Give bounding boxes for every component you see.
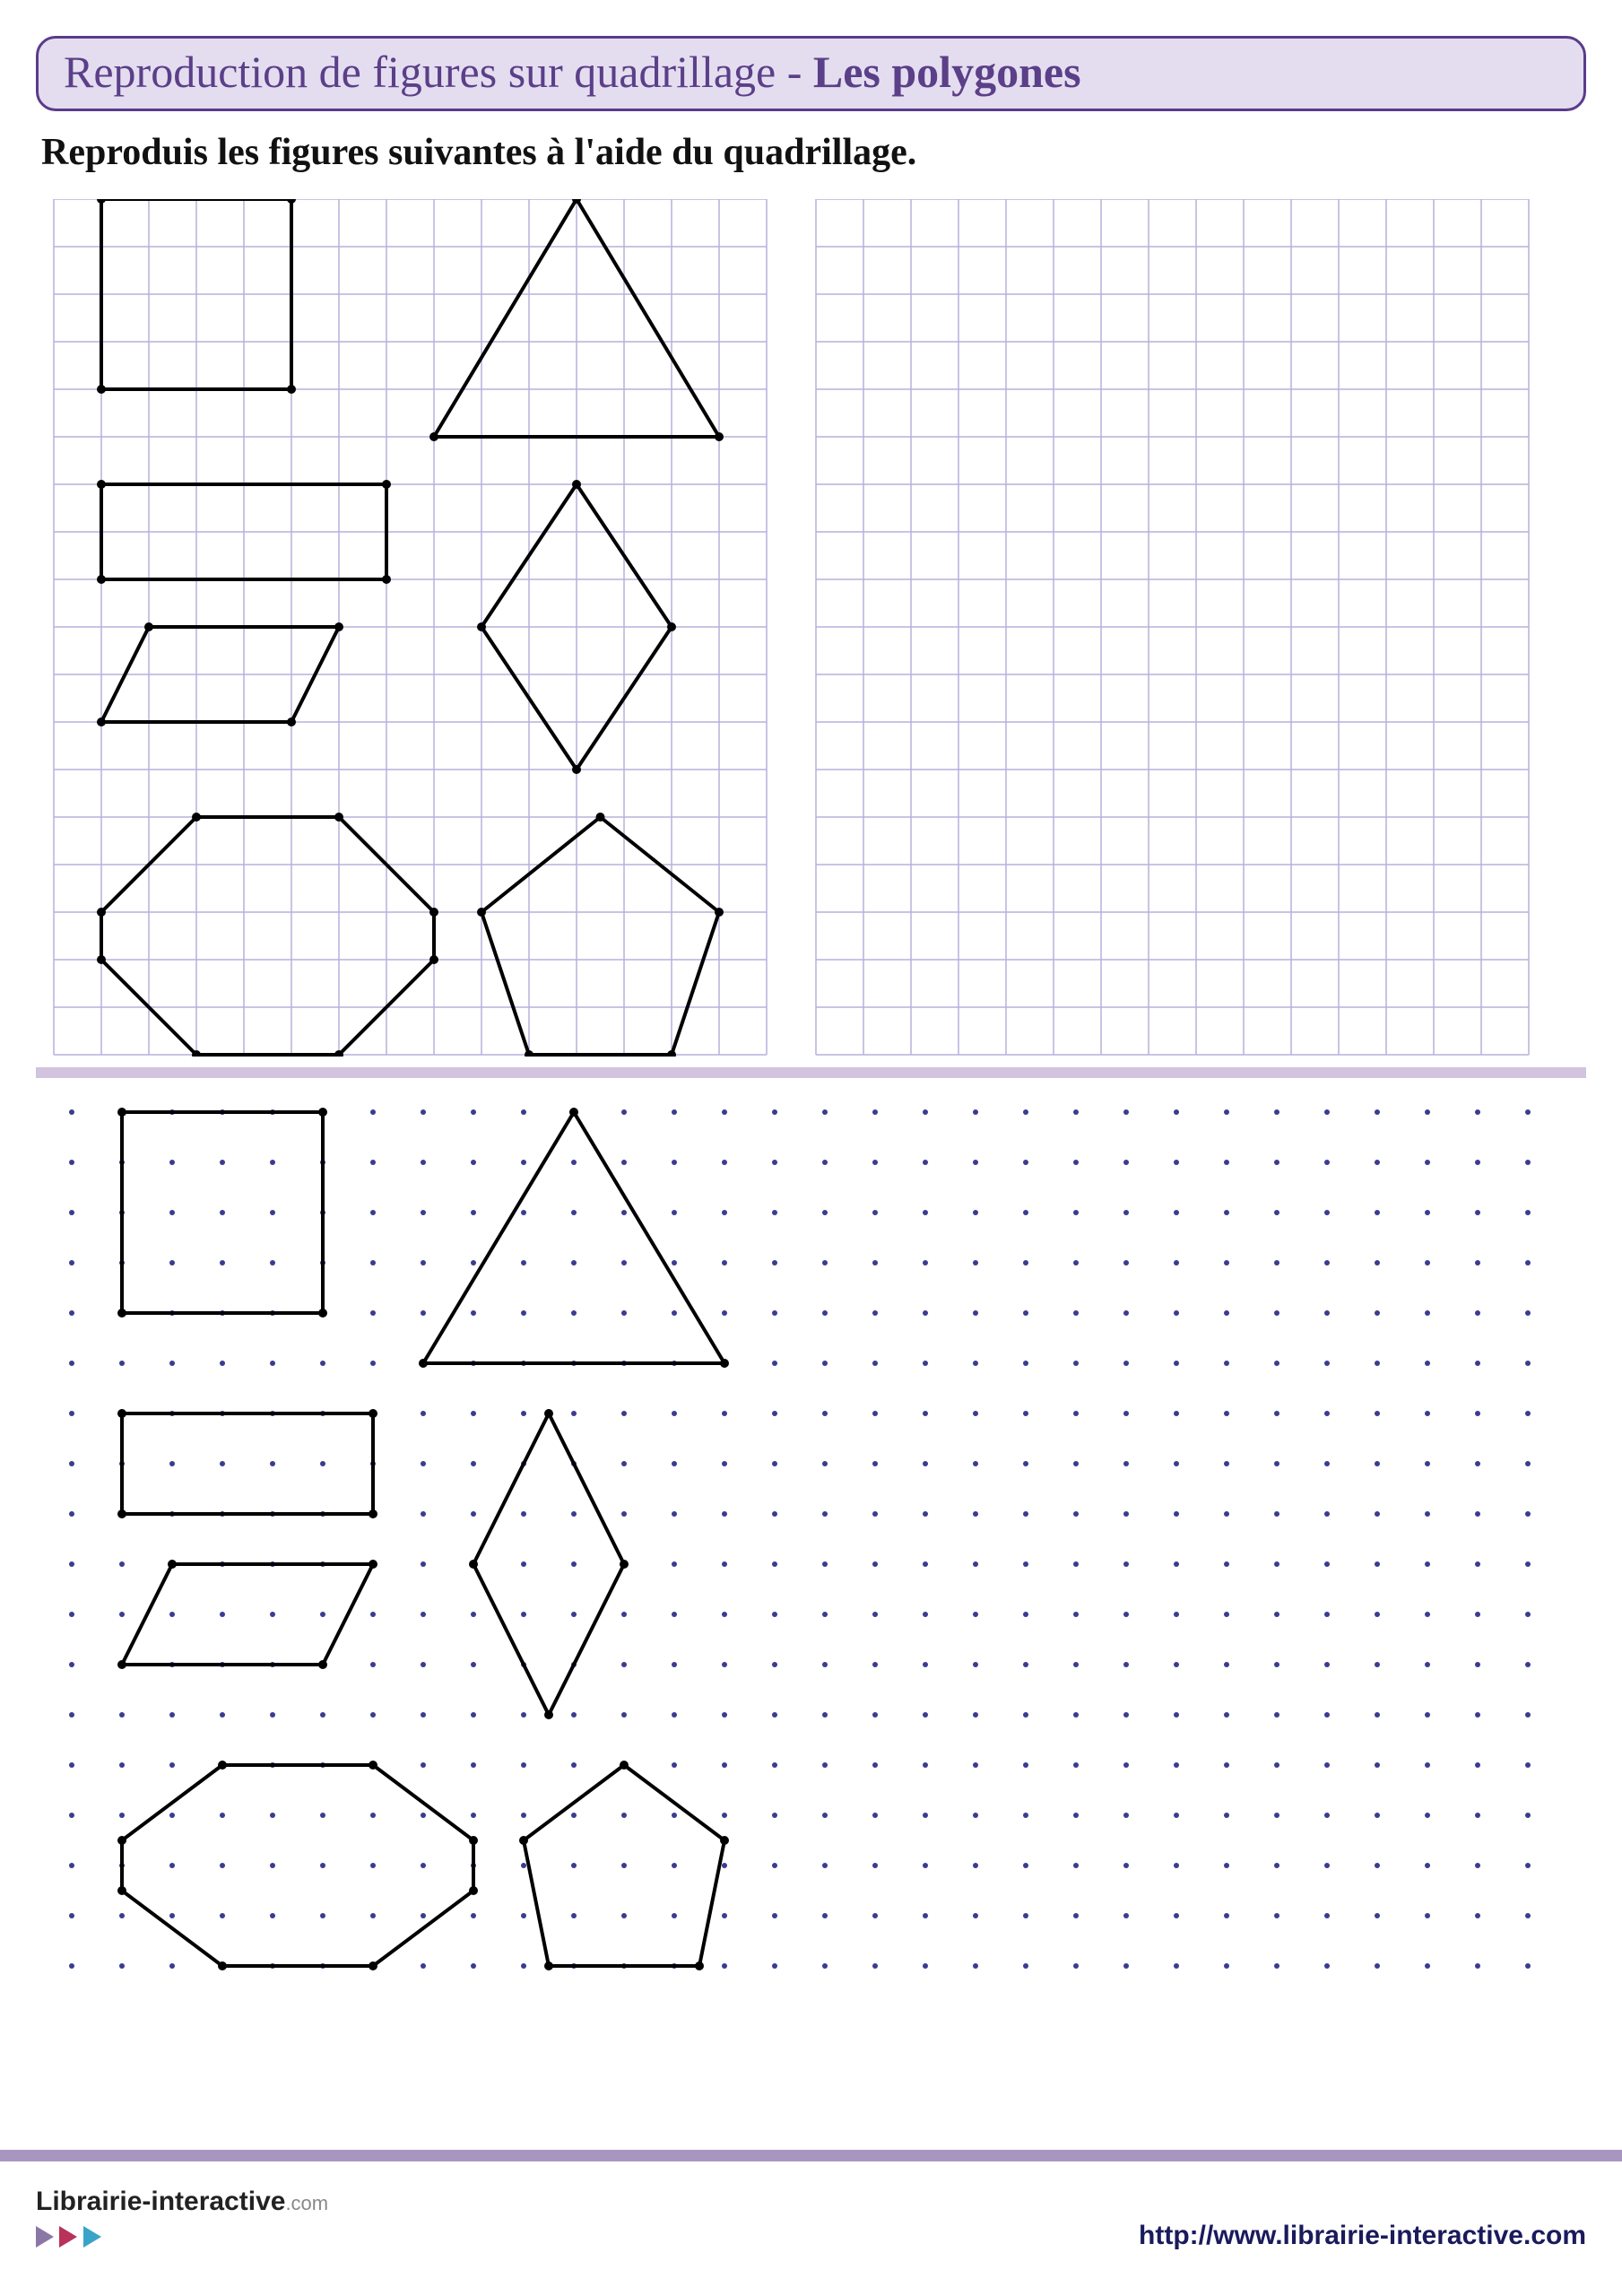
- brand-suffix: .com: [285, 2192, 328, 2214]
- bottom-bar: [0, 2150, 1622, 2161]
- title-part1: Reproduction de figures sur quadrillage …: [64, 47, 813, 97]
- shape-triangle: [423, 1112, 724, 1363]
- title-bar: Reproduction de figures sur quadrillage …: [36, 36, 1586, 111]
- section-divider: [36, 1067, 1586, 1078]
- dots-svg: [36, 1094, 1560, 2034]
- arrow-icon: [83, 2226, 101, 2248]
- grid-zone-top: [36, 199, 1586, 1057]
- shape-parallelogram: [122, 1564, 373, 1665]
- arrow-icon: [36, 2226, 54, 2248]
- footer: Librairie-interactive.com http://www.lib…: [36, 2187, 1586, 2251]
- instruction-text: Reproduis les figures suivantes à l'aide…: [41, 131, 1586, 174]
- shape-octagon: [101, 817, 434, 1055]
- shape-rectangle: [122, 1413, 373, 1514]
- shape-rhombus: [473, 1413, 624, 1715]
- shape-pentagon: [481, 817, 719, 1055]
- footer-url: http://www.librairie-interactive.com: [1139, 2221, 1586, 2251]
- dots-zone: [36, 1094, 1586, 2034]
- brand-main: Librairie-interactive: [36, 2187, 285, 2216]
- title-part2: Les polygones: [813, 47, 1081, 97]
- grid-top-svg: [36, 199, 1560, 1057]
- brand-arrows: [36, 2221, 328, 2251]
- footer-brand: Librairie-interactive.com: [36, 2187, 328, 2251]
- arrow-icon: [59, 2226, 77, 2248]
